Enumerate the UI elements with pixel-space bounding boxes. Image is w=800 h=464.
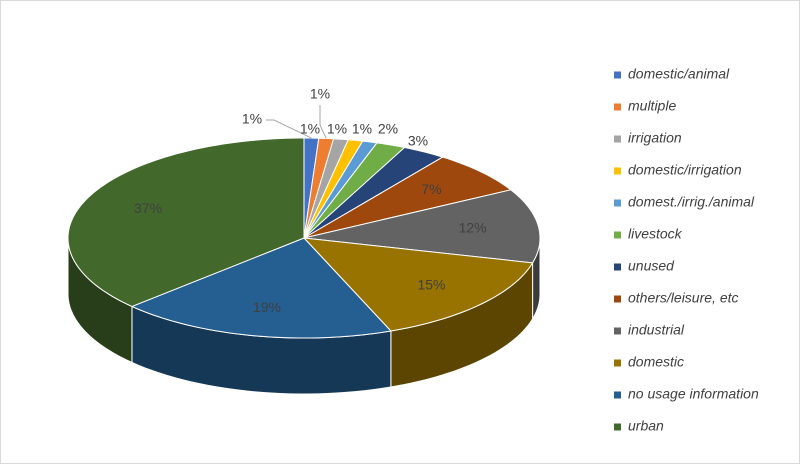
data-label: 37% <box>134 200 162 216</box>
leader-line <box>266 119 312 139</box>
legend-swatch <box>614 295 621 303</box>
legend-label: domestic/animal <box>628 66 730 82</box>
data-label: 1% <box>327 121 347 137</box>
legend-label: no usage information <box>628 386 759 402</box>
data-label: 19% <box>253 299 281 315</box>
data-label: 3% <box>408 133 428 149</box>
slice <box>302 237 534 332</box>
legend-label: irrigation <box>628 130 682 146</box>
data-label: 2% <box>378 121 398 137</box>
data-label: 1% <box>242 111 262 127</box>
legend-label: unused <box>628 258 675 274</box>
legend-label: domest./irrig./animal <box>628 194 755 210</box>
legend-label: domestic <box>628 354 684 370</box>
slice <box>303 146 444 239</box>
legend-swatch <box>614 167 621 175</box>
legend-swatch <box>614 263 621 271</box>
legend-label: livestock <box>628 226 683 242</box>
slice <box>303 156 512 239</box>
slice <box>130 237 392 339</box>
legend-swatch <box>614 71 621 79</box>
legend-label: domestic/irrigation <box>628 162 742 178</box>
data-label: 1% <box>300 121 320 137</box>
legend-label: urban <box>628 418 664 434</box>
legend-swatch <box>614 423 621 431</box>
data-label: 12% <box>459 220 487 236</box>
data-label: 1% <box>310 86 330 102</box>
slice <box>303 142 406 239</box>
legend-label: industrial <box>628 322 685 338</box>
legend-label: multiple <box>628 98 676 114</box>
data-label: 7% <box>421 181 441 197</box>
data-label: 1% <box>352 121 372 137</box>
leader-line <box>319 105 327 139</box>
legend-swatch <box>614 199 621 207</box>
legend-swatch <box>614 103 621 111</box>
slice <box>303 189 541 264</box>
legend-label: others/leisure, etc <box>628 290 739 306</box>
legend-swatch <box>614 135 621 143</box>
legend-swatch <box>614 391 621 399</box>
slice <box>67 137 305 307</box>
data-label: 15% <box>417 276 445 292</box>
legend-swatch <box>614 231 621 239</box>
legend-swatch <box>614 359 621 367</box>
legend-swatch <box>614 327 621 335</box>
